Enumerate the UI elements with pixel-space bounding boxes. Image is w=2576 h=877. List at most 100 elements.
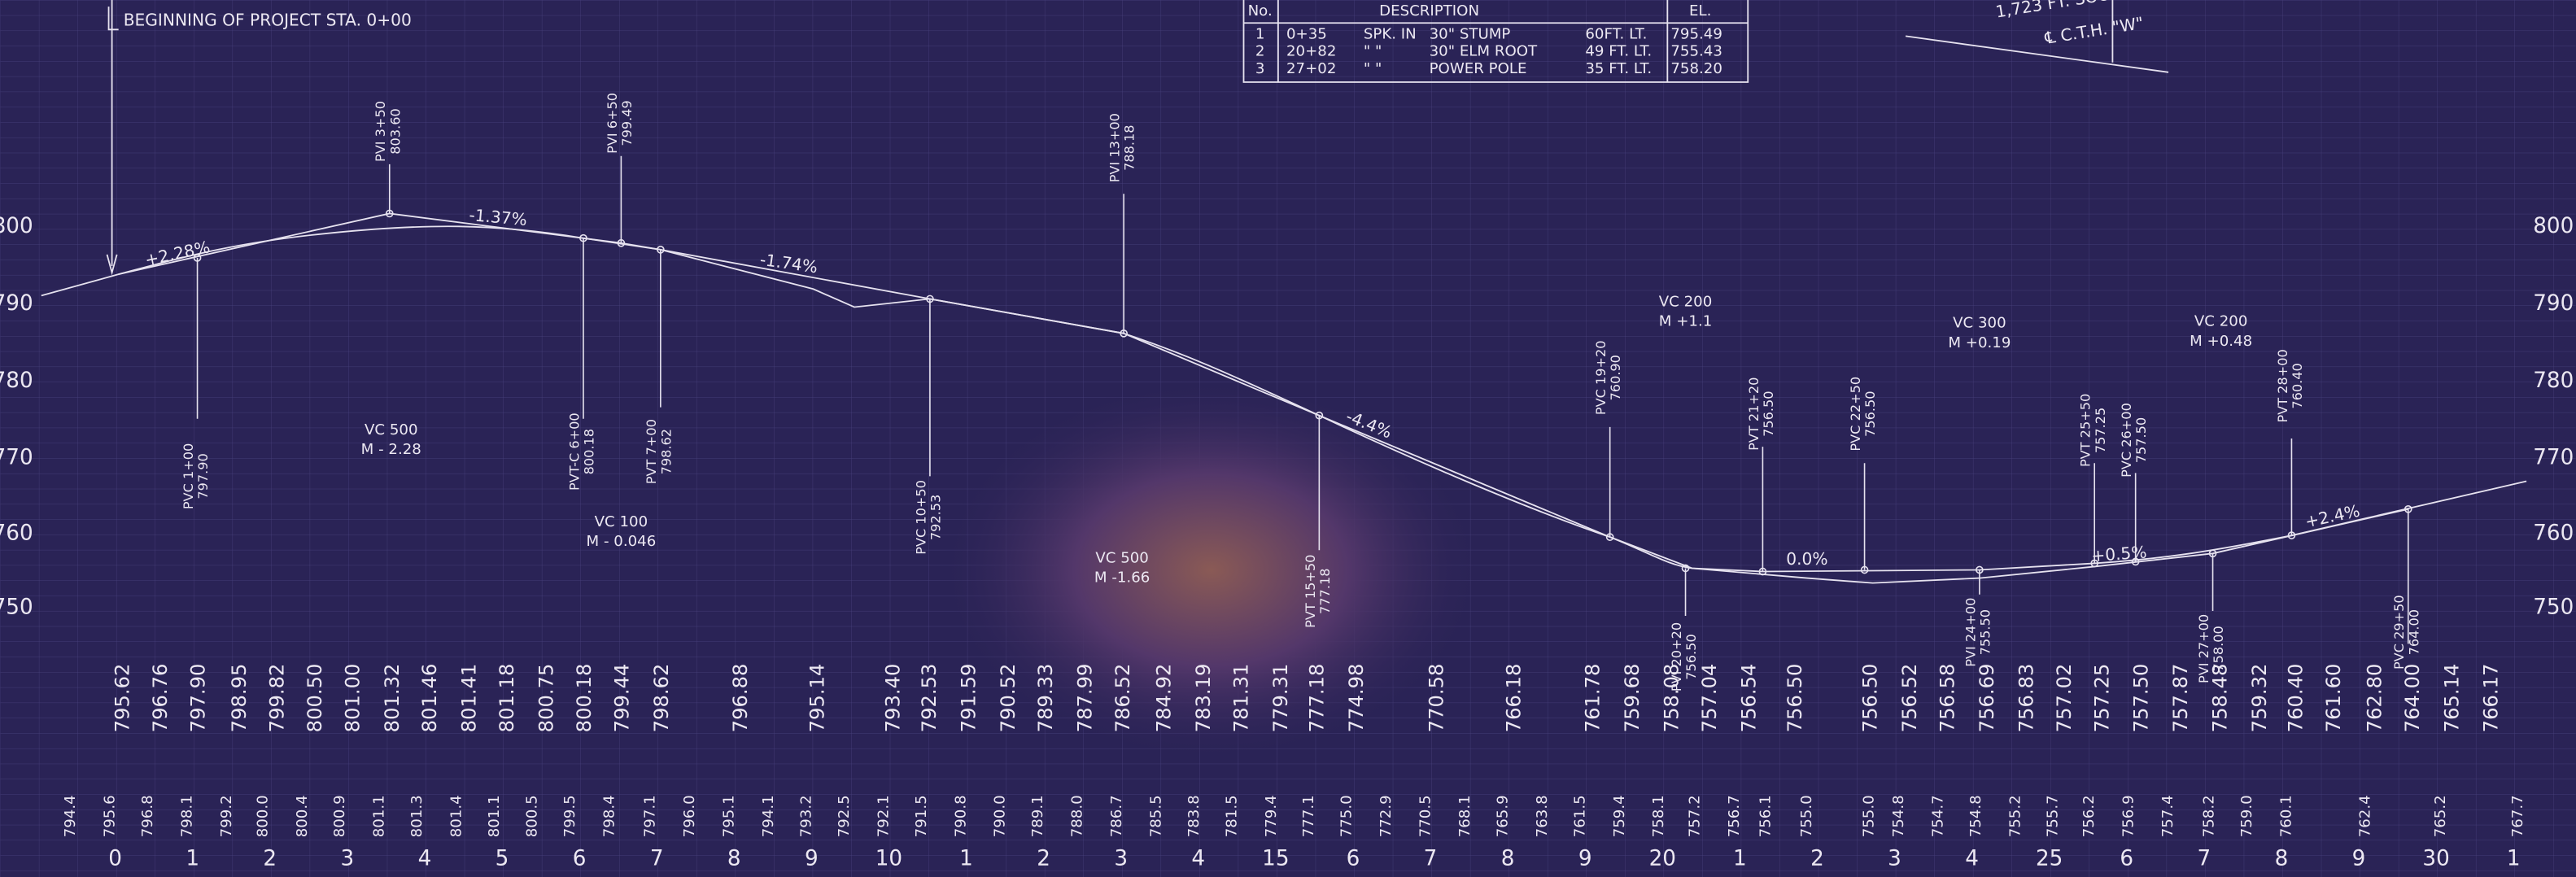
curve-length: VC 200	[1659, 293, 1713, 310]
grade-elevation: 762.80	[2363, 664, 2386, 733]
ground-elevation: 785.5	[1148, 795, 1165, 837]
table-cell: " "	[1364, 43, 1382, 60]
ground-elevation: 754.8	[1890, 795, 1907, 837]
grade-elevation: 796.88	[729, 664, 752, 733]
table-cell: 755.43	[1670, 43, 1722, 60]
ground-elevation: 796.8	[139, 795, 156, 837]
ground-elevation: 801.3	[408, 795, 426, 837]
ground-elevation: 777.1	[1300, 795, 1317, 837]
grade-elevation: 757.02	[2053, 664, 2076, 733]
station-label: 20	[1649, 846, 1676, 870]
station-label: 9	[1578, 846, 1592, 870]
curve-offset: M - 0.046	[587, 533, 657, 550]
station-point	[2208, 549, 2217, 558]
ground-elevation: 796.0	[681, 795, 698, 837]
station-label: 1	[1733, 846, 1747, 870]
table-cell: 49 FT. LT.	[1585, 43, 1652, 60]
grade-elevation: 774.98	[1345, 664, 1368, 733]
ground-elevation: 755.2	[2006, 795, 2024, 837]
grade-elevation: 766.17	[2480, 664, 2503, 733]
grade-elevation: 800.75	[535, 664, 558, 733]
point-name: PVC 1+00	[181, 443, 196, 509]
grade-elevation: 759.68	[1621, 664, 1644, 733]
table-cell: 795.49	[1670, 25, 1722, 42]
station-point	[385, 209, 394, 218]
station-label: 5	[496, 846, 509, 870]
station-point	[657, 246, 665, 254]
ground-elevation: 775.0	[1338, 795, 1356, 837]
point-elevation: 797.90	[195, 453, 211, 499]
point-elevation: 758.00	[2211, 626, 2226, 671]
ground-elevation: 801.4	[448, 795, 465, 837]
curve-offset: M +0.19	[1948, 334, 2011, 351]
location-leader	[1905, 0, 2169, 73]
grade-elevation: 764.00	[2401, 664, 2424, 733]
ground-elevation: 765.9	[1494, 795, 1511, 837]
point-name: PVI 3+50	[373, 101, 388, 162]
grade-elevation: 790.52	[997, 664, 1019, 733]
station-label: 3	[341, 846, 355, 870]
ground-elevation: 797.1	[642, 795, 659, 837]
grade-label: +0.5%	[2091, 542, 2148, 565]
table-cell: 0+35	[1286, 25, 1327, 42]
ground-elevation: 768.1	[1456, 795, 1474, 837]
elevation-label: 770	[2533, 446, 2574, 470]
station-point	[2131, 557, 2140, 566]
elevation-label: 790	[2533, 291, 2574, 316]
table-cell: 30" ELM ROOT	[1430, 43, 1538, 60]
start-note: BEGINNING OF PROJECT STA. 0+00	[124, 11, 412, 30]
ground-elevation: 799.2	[218, 795, 235, 837]
station-label: 2	[1810, 846, 1824, 870]
point-elevation: 764.00	[2406, 609, 2421, 655]
ground-elevation: 760.1	[2277, 795, 2294, 837]
ground-elevation: 756.9	[2120, 795, 2137, 837]
point-elevation: 800.18	[582, 429, 597, 474]
ground-elevation: 758.2	[2201, 795, 2218, 837]
grade-elevation: 756.69	[1976, 664, 1998, 733]
station-label: 3	[1888, 846, 1901, 870]
station-label: 2	[1037, 846, 1050, 870]
station-label: 15	[1262, 846, 1289, 870]
grade-elevation: 770.58	[1426, 664, 1448, 733]
table-header: EL.	[1689, 2, 1711, 20]
grade-elevation: 756.54	[1737, 664, 1760, 733]
grade-elevation: 765.14	[2440, 664, 2463, 733]
station-label: 2	[263, 846, 277, 870]
station-point	[193, 254, 202, 262]
ground-elevation: 763.8	[1534, 795, 1551, 837]
table-cell: 20+82	[1286, 43, 1336, 60]
station-label: 8	[1501, 846, 1515, 870]
table-cell: 30" STUMP	[1430, 25, 1511, 42]
station-label: 10	[875, 846, 902, 870]
elevation-label: 750	[0, 595, 33, 619]
station-label: 30	[2422, 846, 2449, 870]
point-elevation: 760.40	[2290, 363, 2305, 408]
station-point	[1681, 564, 1690, 573]
grade-elevation: 797.90	[187, 664, 210, 733]
table-cell: 2	[1255, 43, 1265, 60]
station-point	[1976, 565, 1984, 574]
curve-offset: M +0.48	[2190, 333, 2252, 350]
grade-elevation: 758.08	[1660, 664, 1683, 733]
ground-elevation: 761.5	[1571, 795, 1588, 837]
grade-elevation: 799.82	[265, 664, 288, 733]
point-name: PVT 7+00	[644, 419, 659, 484]
ground-elevation: 798.1	[178, 795, 195, 837]
station-label: 8	[727, 846, 741, 870]
grade-elevation: 795.14	[806, 664, 829, 733]
grade-elevation: 800.18	[573, 664, 596, 733]
point-elevation: 760.90	[1608, 355, 1623, 400]
point-elevation: 757.50	[2133, 417, 2149, 463]
grade-elevation: 800.50	[303, 664, 326, 733]
ground-elevation: 789.1	[1029, 795, 1046, 837]
grade-elevation: 761.78	[1581, 664, 1604, 733]
station-point	[617, 238, 626, 247]
grade-elevation: 798.62	[650, 664, 673, 733]
grade-label: 0.0%	[1786, 549, 1827, 569]
curve-length: VC 300	[1953, 315, 2006, 332]
table-cell: 758.20	[1670, 60, 1722, 77]
ground-elevation: 757.2	[1687, 795, 1704, 837]
benchmark-table-frame	[1242, 0, 1749, 83]
grade-elevation: 757.25	[2090, 664, 2113, 733]
